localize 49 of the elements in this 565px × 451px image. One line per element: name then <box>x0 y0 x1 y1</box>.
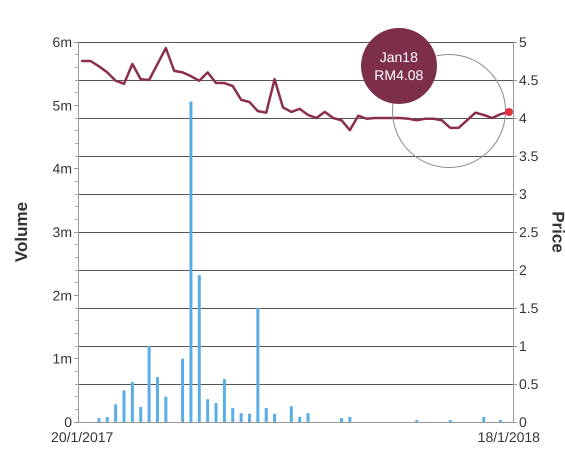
x-tick-label: 20/1/2017 <box>51 429 114 445</box>
bar <box>340 418 344 422</box>
y-tick-label: 2m <box>52 287 72 304</box>
y-tick-label: 0 <box>64 414 72 430</box>
y2-tick-label: 3.5 <box>519 148 539 164</box>
y-tick-label: 5m <box>52 97 72 114</box>
y2-tick-label: 0.5 <box>519 376 539 392</box>
bar <box>248 414 251 422</box>
bar <box>164 396 168 422</box>
y-tick-label: 4m <box>52 160 72 177</box>
bar <box>231 408 234 422</box>
bar <box>139 406 142 422</box>
bar <box>130 382 134 422</box>
bar <box>222 378 226 422</box>
y2-tick-label: 2.5 <box>519 224 539 240</box>
bar <box>214 403 218 422</box>
y2-axis-title: Price <box>548 211 565 253</box>
y-tick-label: 1m <box>52 350 72 367</box>
bar <box>482 416 486 422</box>
bar <box>306 413 310 422</box>
bar <box>156 377 159 422</box>
bar <box>206 399 210 422</box>
x-tick-label: 18/1/2018 <box>478 429 540 445</box>
bar <box>290 406 293 422</box>
y2-tick-label: 4.5 <box>519 72 539 88</box>
bar <box>189 102 192 422</box>
y2-tick-label: 5 <box>519 34 527 50</box>
bar <box>198 275 201 422</box>
y-tick-label: 6m <box>52 34 72 50</box>
y2-tick-label: 2 <box>519 262 527 278</box>
bar <box>256 308 260 422</box>
bar <box>122 390 126 422</box>
y2-tick-label: 1.5 <box>519 300 539 316</box>
bar <box>298 416 302 422</box>
y2-tick-label: 0 <box>519 414 527 430</box>
y2-tick-label: 3 <box>519 186 527 202</box>
y-tick-label: 3m <box>52 224 72 240</box>
bar <box>97 418 100 422</box>
bar <box>148 346 151 422</box>
bar <box>273 414 276 422</box>
y2-tick-label: 4 <box>519 110 527 126</box>
y2-tick-label: 1 <box>519 338 527 354</box>
bar <box>181 358 184 422</box>
y-axis-title: Volume <box>12 202 31 262</box>
bar <box>348 416 352 422</box>
bar <box>114 404 118 422</box>
bar <box>106 416 109 422</box>
bar <box>240 413 243 422</box>
bar <box>264 408 268 422</box>
